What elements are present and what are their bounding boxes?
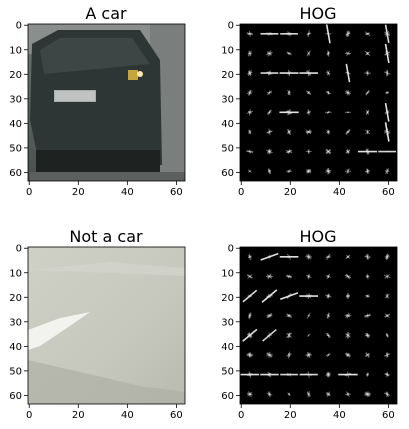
y-tick-label: 50 <box>9 143 22 154</box>
x-tick-label: 20 <box>284 410 297 421</box>
x-tick-label: 0 <box>238 187 244 198</box>
x-axis: 0 20 40 60 <box>238 181 395 198</box>
hog-image <box>240 247 397 404</box>
y-axis: 0 10 20 30 40 50 60 <box>221 244 240 402</box>
panel-notcar-hog: HOG 0 20 40 60 0 10 20 30 40 50 60 <box>221 227 397 421</box>
y-tick-label: 50 <box>221 366 234 377</box>
y-tick-label: 30 <box>9 317 22 328</box>
x-tick-label: 0 <box>238 410 244 421</box>
x-axis: 0 20 40 60 <box>26 181 183 198</box>
x-tick-label: 40 <box>121 410 134 421</box>
y-tick-label: 0 <box>16 21 22 32</box>
hog-stroke <box>347 112 349 113</box>
y-tick-label: 10 <box>221 268 234 279</box>
x-tick-label: 20 <box>72 187 85 198</box>
y-tick-label: 20 <box>9 293 22 304</box>
hog-stroke <box>308 315 309 316</box>
y-tick-label: 20 <box>221 70 234 81</box>
hog-image <box>240 24 397 181</box>
x-tick-label: 0 <box>26 187 32 198</box>
y-tick-label: 10 <box>9 268 22 279</box>
y-axis: 0 10 20 30 40 50 60 <box>221 21 240 179</box>
road-photo <box>28 247 185 404</box>
panel-car-hog: HOG 0 20 40 60 0 10 20 30 40 50 60 <box>221 4 397 198</box>
x-tick-label: 40 <box>333 187 346 198</box>
y-tick-label: 30 <box>9 94 22 105</box>
x-tick-label: 60 <box>170 187 183 198</box>
x-axis: 0 20 40 60 <box>26 404 183 421</box>
x-axis: 0 20 40 60 <box>238 404 395 421</box>
x-tick-label: 60 <box>170 410 183 421</box>
panel-title: A car <box>85 4 127 23</box>
car-photo <box>28 24 185 181</box>
panel-notcar-image: Not a car 0 20 40 60 0 10 20 30 40 50 60 <box>9 227 185 421</box>
x-tick-label: 60 <box>382 187 395 198</box>
hog-stroke <box>386 296 388 297</box>
x-tick-label: 40 <box>333 410 346 421</box>
y-tick-label: 40 <box>9 119 22 130</box>
x-tick-label: 20 <box>284 187 297 198</box>
y-tick-label: 10 <box>221 45 234 56</box>
y-tick-label: 0 <box>228 244 234 255</box>
y-tick-label: 0 <box>16 244 22 255</box>
y-tick-label: 60 <box>221 391 234 402</box>
y-tick-label: 40 <box>221 119 234 130</box>
hog-stroke <box>327 53 329 54</box>
y-tick-label: 30 <box>221 317 234 328</box>
y-tick-label: 40 <box>221 342 234 353</box>
x-tick-label: 20 <box>72 410 85 421</box>
panel-title: Not a car <box>69 227 143 246</box>
y-tick-label: 60 <box>221 168 234 179</box>
y-tick-label: 20 <box>9 70 22 81</box>
panel-title: HOG <box>299 227 336 246</box>
y-tick-label: 10 <box>9 45 22 56</box>
panel-title: HOG <box>299 4 336 23</box>
x-tick-label: 0 <box>26 410 32 421</box>
y-tick-label: 50 <box>221 143 234 154</box>
hog-stroke <box>347 73 349 74</box>
y-tick-label: 30 <box>221 94 234 105</box>
y-tick-label: 50 <box>9 366 22 377</box>
y-axis: 0 10 20 30 40 50 60 <box>9 244 28 402</box>
y-tick-label: 60 <box>9 391 22 402</box>
y-tick-label: 60 <box>9 168 22 179</box>
x-tick-label: 40 <box>121 187 134 198</box>
y-tick-label: 0 <box>228 21 234 32</box>
x-tick-label: 60 <box>382 410 395 421</box>
y-tick-label: 20 <box>221 293 234 304</box>
hog-stroke <box>249 171 251 172</box>
y-axis: 0 10 20 30 40 50 60 <box>9 21 28 179</box>
panel-car-image: A car 0 20 40 60 0 10 20 30 40 50 60 <box>9 4 185 198</box>
y-tick-label: 40 <box>9 342 22 353</box>
hog-stroke <box>269 276 271 277</box>
